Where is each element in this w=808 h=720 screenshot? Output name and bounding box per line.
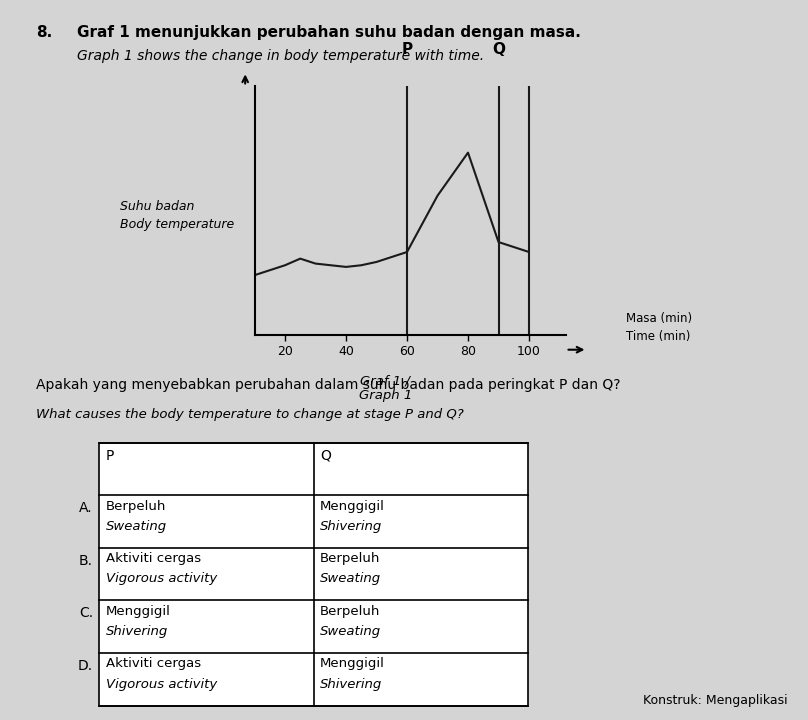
Text: B.: B.	[79, 554, 93, 567]
Text: Berpeluh: Berpeluh	[320, 552, 381, 565]
Text: P: P	[106, 449, 114, 462]
Text: Sweating: Sweating	[320, 625, 381, 638]
Text: D.: D.	[78, 659, 93, 672]
Text: Masa (min)
Time (min): Masa (min) Time (min)	[626, 312, 692, 343]
Text: Sweating: Sweating	[106, 520, 167, 533]
Text: Shivering: Shivering	[106, 625, 168, 638]
Text: Graf 1 /
Graph 1: Graf 1 / Graph 1	[359, 374, 412, 402]
Text: Menggigil: Menggigil	[320, 657, 385, 670]
Text: Shivering: Shivering	[320, 678, 382, 690]
Text: P: P	[402, 42, 413, 57]
Text: Graph 1 shows the change in body temperature with time.: Graph 1 shows the change in body tempera…	[77, 49, 484, 63]
Text: C.: C.	[79, 606, 93, 620]
Text: Q: Q	[320, 449, 330, 462]
Text: Q: Q	[492, 42, 505, 57]
Text: Aktiviti cergas: Aktiviti cergas	[106, 552, 201, 565]
Text: Vigorous activity: Vigorous activity	[106, 572, 217, 585]
Text: Berpeluh: Berpeluh	[106, 500, 166, 513]
Text: Apakah yang menyebabkan perubahan dalam suhu badan pada peringkat P dan Q?: Apakah yang menyebabkan perubahan dalam …	[36, 378, 621, 392]
Text: A.: A.	[79, 501, 93, 515]
Text: Shivering: Shivering	[320, 520, 382, 533]
Bar	[99, 443, 528, 706]
Text: Suhu badan
Body temperature: Suhu badan Body temperature	[120, 200, 234, 231]
Text: What causes the body temperature to change at stage P and Q?: What causes the body temperature to chan…	[36, 408, 464, 421]
Text: Graf 1 menunjukkan perubahan suhu badan dengan masa.: Graf 1 menunjukkan perubahan suhu badan …	[77, 25, 581, 40]
Text: Sweating: Sweating	[320, 572, 381, 585]
Text: Konstruk: Mengaplikasi: Konstruk: Mengaplikasi	[643, 694, 788, 707]
Text: Menggigil: Menggigil	[320, 500, 385, 513]
Text: Vigorous activity: Vigorous activity	[106, 678, 217, 690]
Text: Berpeluh: Berpeluh	[320, 605, 381, 618]
Text: 8.: 8.	[36, 25, 53, 40]
Text: Aktiviti cergas: Aktiviti cergas	[106, 657, 201, 670]
Text: Menggigil: Menggigil	[106, 605, 170, 618]
